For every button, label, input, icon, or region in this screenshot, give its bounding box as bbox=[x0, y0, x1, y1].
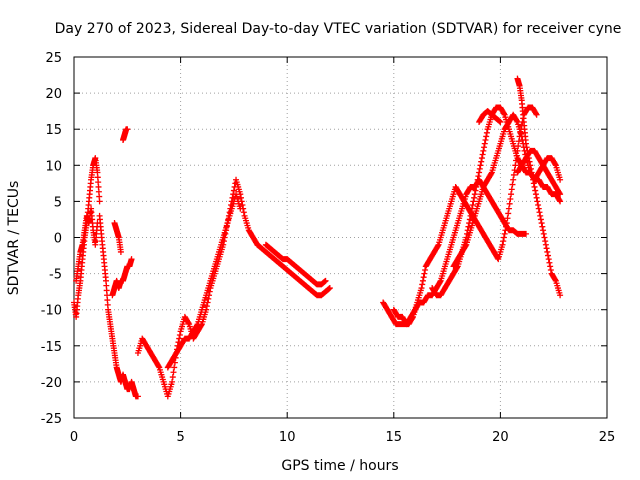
y-tick-label: 0 bbox=[54, 232, 62, 247]
data-point-markers bbox=[96, 212, 141, 400]
series-arc-late-f bbox=[514, 75, 564, 299]
series-arc-early-e bbox=[120, 126, 131, 144]
y-tick-label: 10 bbox=[45, 159, 62, 174]
x-tick-label: 0 bbox=[70, 430, 78, 445]
data-point-markers bbox=[164, 191, 244, 371]
data-point-markers bbox=[514, 147, 564, 198]
x-tick-label: 5 bbox=[176, 430, 184, 445]
series-arc-early-c bbox=[96, 212, 141, 400]
tick-labels: 0 5 10 15 20 25 -25 -20 -15 -10 -5 0 5 10 15 20 25 bbox=[41, 51, 616, 445]
data-point-markers bbox=[73, 205, 101, 284]
series-arc-early-f bbox=[111, 220, 124, 255]
x-tick-label: 10 bbox=[279, 430, 296, 445]
y-tick-label: 15 bbox=[45, 123, 62, 138]
chart-title: Day 270 of 2023, Sidereal Day-to-day VTE… bbox=[55, 21, 622, 37]
series-arc-mid-d bbox=[262, 241, 329, 288]
series-arc-early-d bbox=[109, 256, 135, 299]
data-point-markers bbox=[262, 241, 329, 288]
series-arc-late-g bbox=[514, 147, 564, 198]
series-arc-mid-c bbox=[254, 241, 333, 299]
y-tick-label: 20 bbox=[45, 87, 62, 102]
y-tick-label: -5 bbox=[49, 268, 62, 283]
data-point-markers bbox=[120, 126, 131, 144]
y-tick-label: 25 bbox=[45, 51, 62, 66]
y-tick-label: -20 bbox=[41, 376, 62, 391]
y-tick-label: 5 bbox=[54, 195, 62, 210]
y-axis-label: SDTVAR / TECUs bbox=[6, 181, 22, 296]
series-arc-mid-b bbox=[164, 191, 244, 371]
plot-frame bbox=[73, 56, 608, 419]
x-axis-label: GPS time / hours bbox=[281, 458, 398, 474]
x-tick-label: 20 bbox=[492, 430, 509, 445]
data-point-markers bbox=[476, 108, 504, 125]
x-tick-label: 25 bbox=[599, 430, 616, 445]
y-tick-label: -25 bbox=[41, 412, 62, 427]
data-markers bbox=[71, 75, 564, 400]
y-tick-label: -10 bbox=[41, 304, 62, 319]
data-point-markers bbox=[109, 256, 135, 299]
series-arc-early-b bbox=[73, 205, 101, 284]
series-arc-late-e bbox=[476, 108, 504, 125]
data-point-markers bbox=[254, 241, 333, 299]
x-tick-label: 15 bbox=[386, 430, 403, 445]
data-point-markers bbox=[514, 75, 564, 299]
y-tick-label: -15 bbox=[41, 340, 62, 355]
data-point-markers bbox=[134, 176, 261, 400]
series-arc-mid-a bbox=[134, 176, 261, 400]
data-point-markers bbox=[111, 220, 124, 255]
